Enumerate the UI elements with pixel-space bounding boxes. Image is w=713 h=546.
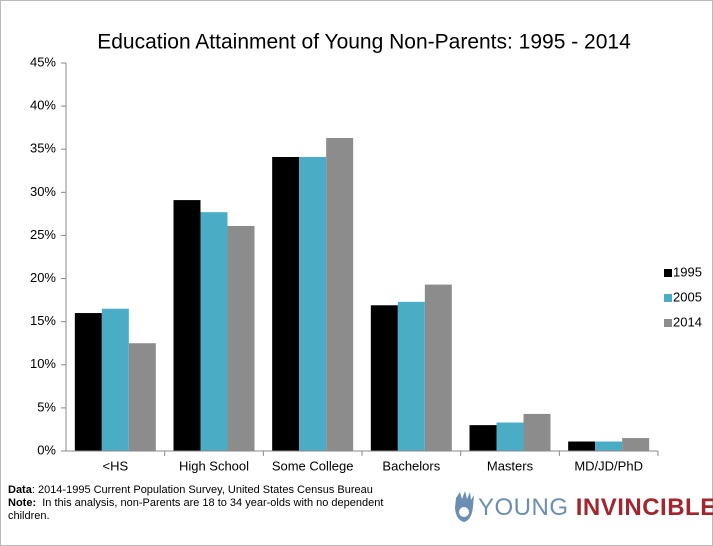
bar [299,156,327,451]
bar [370,305,398,451]
x-tick-label: Masters [487,458,534,473]
x-tick-label: Bachelors [382,458,440,473]
footnotes: Data: 2014-1995 Current Population Surve… [8,484,428,523]
logo-icon [455,491,474,522]
logo: YOUNG INVINCIBLES [478,494,713,522]
y-tick-label: 25% [30,227,56,242]
footnote: Note: In this analysis, non-Parents are … [8,497,428,523]
logo-word: YOUNG [478,494,569,521]
footnote-label: Note: [8,497,37,509]
y-tick-label: 30% [30,184,56,199]
y-tick-label: 20% [30,270,56,285]
legend-swatch [664,319,672,327]
x-tick-label: <HS [103,458,129,473]
bar [173,200,201,451]
bar [496,422,524,451]
y-tick-label: 35% [30,141,56,156]
bar [227,225,255,451]
chart-title: Education Attainment of Young Non-Parent… [97,31,631,54]
bar [272,156,300,451]
logo-word: INVINCIBLES [575,494,713,521]
bar [622,438,650,451]
x-tick-label: Some College [272,458,354,473]
footnote-text: In this analysis, non-Parents are 18 to … [8,497,387,522]
bar [128,343,156,451]
bar [568,441,596,451]
legend-swatch [664,294,672,302]
legend-label: 1995 [673,264,702,279]
y-tick-label: 10% [30,356,56,371]
legend-label: 2014 [673,314,702,329]
footnote-label: Data [8,484,32,496]
y-tick-label: 5% [37,399,56,414]
bar [200,212,228,451]
bar [101,308,129,451]
bar [523,413,551,451]
x-tick-label: High School [179,458,249,473]
legend-label: 2005 [673,289,702,304]
bar [595,441,623,451]
footnote-text: : 2014-1995 Current Population Survey, U… [31,484,373,496]
y-tick-label: 0% [37,442,56,457]
bar [397,301,425,451]
x-tick-label: MD/JD/PhD [574,458,643,473]
y-tick-label: 15% [30,313,56,328]
bar [469,425,497,451]
footnote: Data: 2014-1995 Current Population Surve… [8,484,428,497]
bar [424,284,452,451]
y-tick-label: 45% [30,54,56,69]
legend-swatch [664,269,672,277]
bar [74,313,102,451]
y-tick-label: 40% [30,98,56,113]
bar [326,138,354,451]
